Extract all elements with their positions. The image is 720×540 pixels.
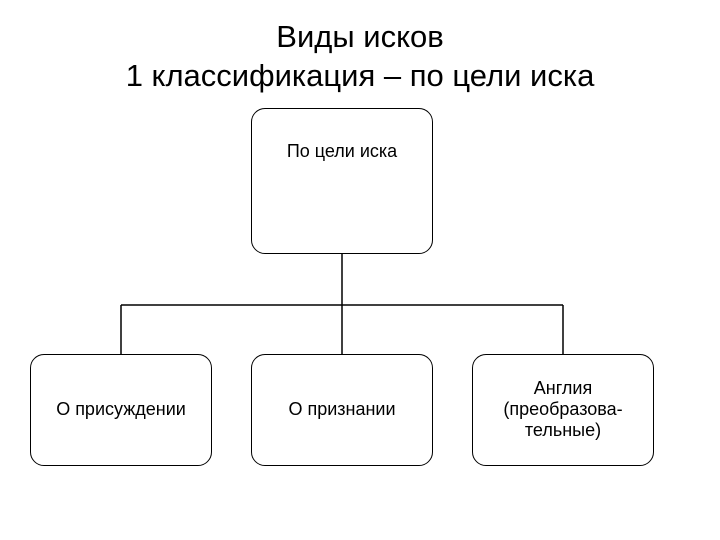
node-label: По цели иска <box>287 141 397 162</box>
node-label: О признании <box>288 399 395 420</box>
page-title: Виды исков 1 классификация – по цели иск… <box>0 0 720 96</box>
node-label: О присуждении <box>56 399 186 420</box>
node-c3: Англия (преобразова­тельные) <box>472 354 654 466</box>
node-root: По цели иска <box>251 108 433 254</box>
title-line-2: 1 классификация – по цели иска <box>0 57 720 96</box>
node-c2: О признании <box>251 354 433 466</box>
node-label: Англия (преобразова­тельные) <box>477 378 649 441</box>
title-line-1: Виды исков <box>0 18 720 57</box>
node-c1: О присуждении <box>30 354 212 466</box>
tree-diagram: По цели иска О присуждении О признании Англ… <box>0 96 720 536</box>
